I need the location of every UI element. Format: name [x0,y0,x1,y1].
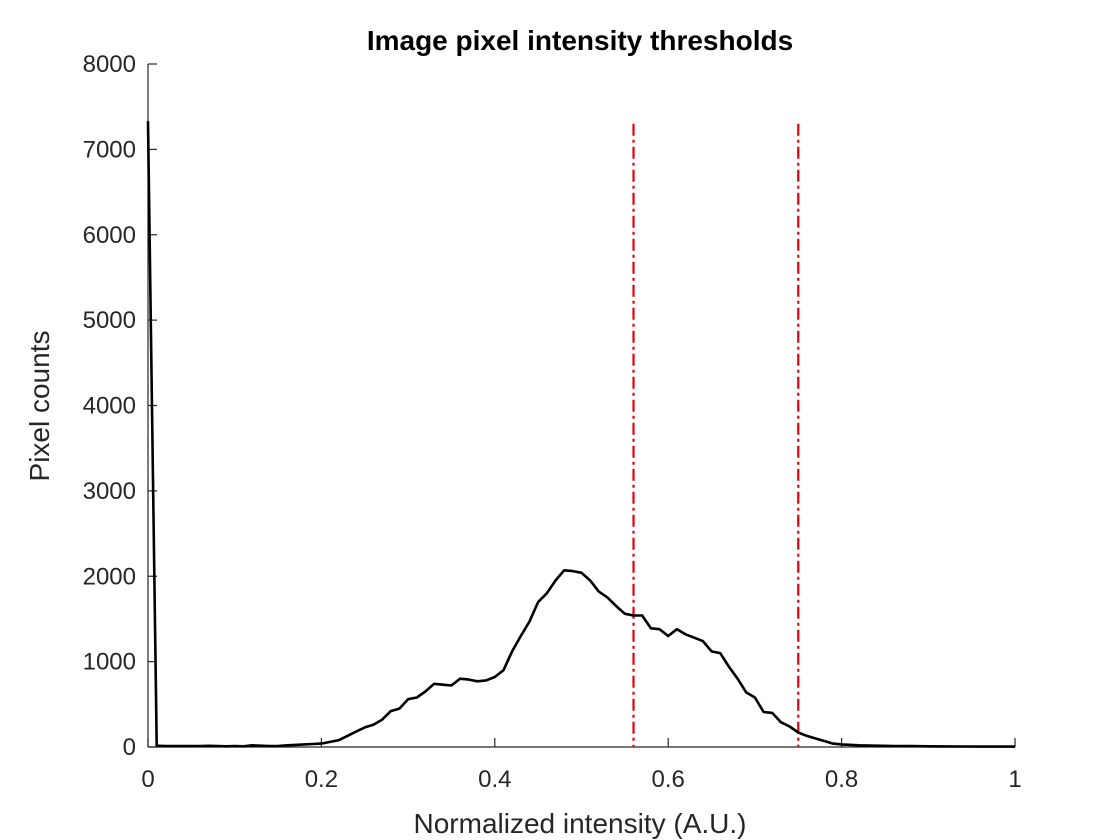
x-tick-label: 0.2 [305,766,338,793]
x-tick-label: 0.8 [825,766,858,793]
chart-title: Image pixel intensity thresholds [367,25,793,56]
series-layer [146,121,1015,748]
y-tick-label: 1000 [83,649,136,676]
y-tick-label: 7000 [83,136,136,163]
y-tick-label: 3000 [83,478,136,505]
x-tick-label: 0.6 [652,766,685,793]
threshold-lines [632,123,800,747]
y-axis-ticks: 0 1000 2000 3000 4000 5000 6000 7000 8000 [83,51,157,761]
x-tick-label: 0 [141,766,154,793]
y-axis-title: Pixel counts [24,331,55,482]
y-tick-label: 6000 [83,222,136,249]
x-axis-title: Normalized intensity (A.U.) [414,808,747,839]
x-axis-ticks: 0 0.2 0.4 0.6 0.8 1 [141,738,1022,793]
histogram-series-line [146,121,1015,748]
x-tick-label: 1 [1008,766,1021,793]
x-tick-label: 0.4 [478,766,511,793]
y-tick-label: 8000 [83,51,136,78]
y-tick-label: 4000 [83,393,136,420]
y-tick-label: 2000 [83,563,136,590]
y-tick-label: 5000 [83,307,136,334]
y-tick-label: 0 [123,734,136,761]
